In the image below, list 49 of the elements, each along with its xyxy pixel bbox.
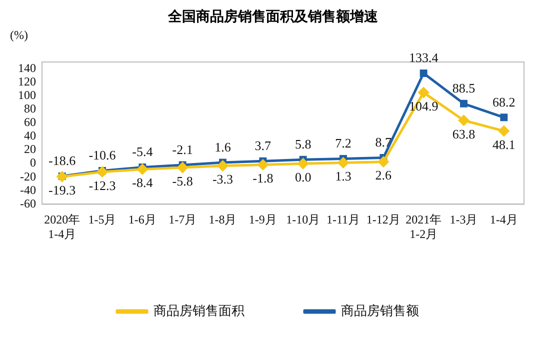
data-label: 2.6 <box>375 168 392 183</box>
y-tick-label: 120 <box>18 74 36 88</box>
data-label: -18.6 <box>48 153 76 168</box>
data-label: -19.3 <box>48 182 76 198</box>
data-label: 88.5 <box>452 80 476 96</box>
data-label: 7.2 <box>335 136 352 151</box>
x-tick-label: 1-5月 <box>88 212 116 227</box>
y-tick-label: 80 <box>24 102 36 116</box>
x-tick-label: 1-12月 <box>366 212 400 227</box>
x-tick-label: 2021年 1-2月 <box>406 212 442 241</box>
data-label: 5.8 <box>294 136 312 152</box>
y-tick-label: 140 <box>18 60 36 75</box>
y-tick-label: -60 <box>20 196 36 210</box>
data-label: 48.1 <box>492 136 516 152</box>
data-label: 133.4 <box>408 50 439 66</box>
x-tick-label: 1-10月 <box>286 212 320 227</box>
data-label: 0.0 <box>294 169 312 184</box>
data-label: 1.3 <box>335 168 352 184</box>
y-tick-label: 0 <box>30 156 36 170</box>
y-tick-label: 60 <box>24 115 36 130</box>
y-tick-label: -20 <box>20 169 36 184</box>
data-label: -3.3 <box>212 172 234 187</box>
data-label: 1.6 <box>214 139 232 154</box>
y-tick-label: 40 <box>24 128 36 143</box>
data-label: -12.3 <box>88 178 116 193</box>
data-label: 63.8 <box>452 126 476 142</box>
x-tick-label: 1-9月 <box>248 212 277 227</box>
x-tick-label: 1-4月 <box>490 212 518 227</box>
data-label: -10.6 <box>88 148 116 163</box>
x-tick-label: 1-8月 <box>208 212 237 227</box>
x-tick-label: 2020年 1-4月 <box>44 212 80 241</box>
x-tick-label: 1-11月 <box>326 212 360 227</box>
x-tick-label: 1-7月 <box>168 212 197 227</box>
chart-title: 全国商品房销售面积及销售额增速 <box>167 8 379 27</box>
x-tick-label: 1-6月 <box>128 212 156 227</box>
y-tick-label: -40 <box>20 182 36 197</box>
y-tick-label: 20 <box>24 142 36 156</box>
y-tick-label: 100 <box>18 88 36 102</box>
legend-label: 商品房销售面积 <box>154 302 244 318</box>
data-label: 3.7 <box>254 138 272 153</box>
data-label: -5.8 <box>172 173 193 188</box>
data-label: -8.4 <box>132 175 154 190</box>
legend-label: 商品房销售额 <box>341 302 419 318</box>
x-tick-label: 1-3月 <box>450 212 478 227</box>
data-label: -2.1 <box>172 142 193 157</box>
data-label: -1.8 <box>252 170 274 186</box>
data-label: 68.2 <box>492 94 516 110</box>
y-axis-title: (%) <box>10 28 28 42</box>
data-label: -5.4 <box>132 144 154 160</box>
